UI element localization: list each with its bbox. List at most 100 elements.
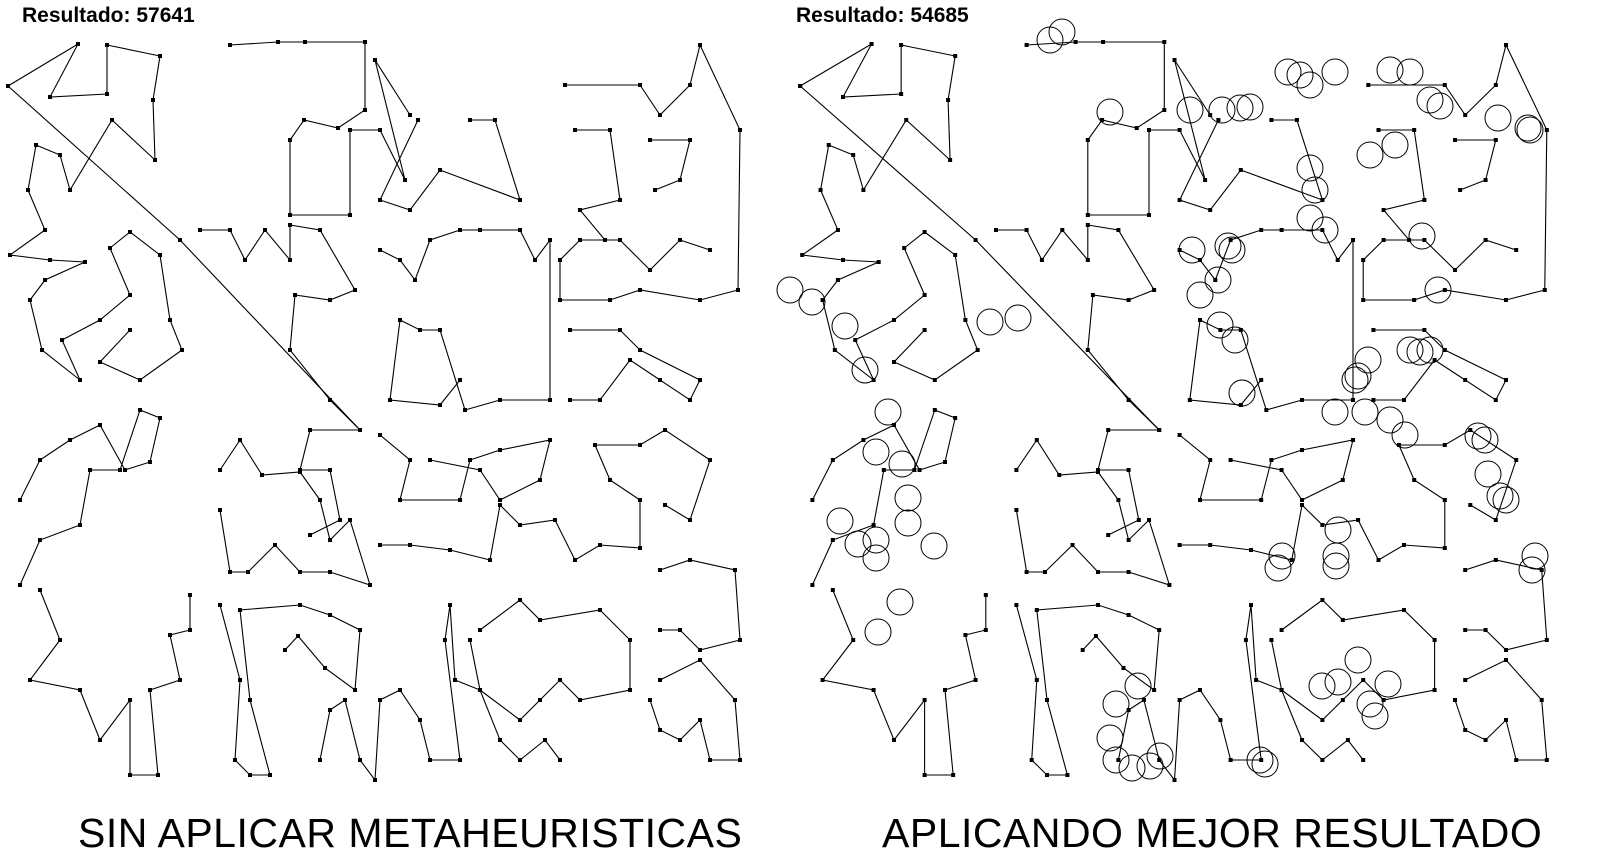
city-node	[478, 228, 482, 232]
city-node	[18, 583, 22, 587]
city-node	[548, 438, 552, 442]
tour-segment	[1026, 41, 1211, 216]
city-node	[228, 43, 232, 47]
city-node	[458, 498, 462, 502]
city-node	[1126, 708, 1131, 712]
city-node	[1177, 128, 1182, 132]
improvement-circle	[1396, 58, 1424, 86]
city-node	[1493, 398, 1498, 402]
improvement-circle	[1486, 482, 1514, 510]
tour-segment	[379, 434, 551, 501]
city-node	[453, 678, 457, 682]
left-result-label: Resultado: 57641	[22, 4, 195, 27]
improvement-circle	[1322, 552, 1350, 580]
city-node	[128, 328, 132, 332]
improvement-circle	[862, 526, 890, 554]
city-node	[428, 458, 432, 462]
tour-segment	[219, 438, 371, 586]
improvement-circle	[1221, 326, 1249, 354]
city-node	[188, 628, 192, 632]
city-node	[1453, 138, 1457, 142]
city-node	[78, 378, 82, 382]
city-node	[1096, 570, 1100, 574]
city-node	[138, 378, 142, 382]
city-node	[26, 188, 30, 192]
tour-segment	[29, 589, 191, 776]
improvement-circle	[1176, 96, 1204, 124]
city-node	[1335, 258, 1340, 262]
city-node	[1442, 348, 1447, 352]
city-node	[598, 543, 602, 547]
improvement-circle	[1236, 93, 1264, 121]
city-node	[853, 338, 858, 342]
city-node	[40, 348, 44, 352]
city-node	[1029, 758, 1034, 762]
improvement-circle	[1036, 26, 1064, 54]
city-node	[1289, 558, 1294, 562]
city-node	[922, 328, 927, 332]
improvement-circle	[1426, 92, 1454, 120]
city-node	[917, 468, 922, 472]
improvement-circle	[1354, 346, 1382, 374]
city-node	[358, 428, 362, 432]
tour-segment	[380, 429, 711, 561]
city-node	[618, 198, 622, 202]
city-node	[658, 728, 662, 732]
city-node	[1356, 518, 1361, 522]
city-node	[248, 698, 252, 702]
city-node	[1116, 498, 1121, 502]
city-node	[1177, 198, 1182, 202]
city-node	[168, 633, 172, 637]
city-node	[1371, 398, 1376, 402]
tour-segment	[996, 224, 1161, 536]
tour-segment	[650, 139, 691, 191]
improvement-circle	[1514, 114, 1542, 142]
city-node	[553, 518, 557, 522]
improvement-circle	[1416, 336, 1444, 364]
left-caption: SIN APLICAR METAHEURISTICAS	[78, 810, 743, 856]
city-node	[1463, 113, 1468, 117]
city-node	[1412, 298, 1417, 302]
city-node	[736, 288, 740, 292]
city-node	[1381, 238, 1386, 242]
city-node	[892, 423, 896, 427]
city-node	[448, 548, 452, 552]
tour-segment	[219, 604, 361, 776]
city-node	[1412, 478, 1417, 482]
city-node	[158, 253, 162, 257]
city-node	[733, 568, 737, 572]
city-node	[678, 238, 682, 242]
city-node	[128, 773, 132, 777]
city-node	[518, 718, 522, 722]
city-node	[1264, 408, 1269, 412]
city-node	[1432, 358, 1437, 362]
city-node	[118, 468, 122, 472]
improvement-circle	[1396, 336, 1424, 364]
city-node	[8, 253, 12, 257]
city-node	[876, 260, 881, 264]
city-node	[296, 634, 300, 638]
city-node	[698, 43, 702, 47]
improvement-circle	[1246, 746, 1274, 774]
city-node	[1300, 398, 1304, 402]
city-node	[1141, 698, 1146, 702]
city-node	[293, 293, 297, 297]
city-node	[1167, 583, 1172, 587]
city-node	[698, 298, 702, 302]
city-node	[1544, 638, 1549, 642]
tour-segment	[19, 409, 161, 586]
city-node	[1504, 658, 1508, 662]
improvement-circle	[1518, 556, 1546, 584]
city-node	[618, 328, 622, 332]
city-node	[953, 253, 958, 257]
city-node	[1213, 278, 1218, 282]
city-node	[538, 698, 542, 702]
city-node	[1320, 758, 1325, 762]
city-node	[922, 773, 927, 777]
city-node	[830, 538, 835, 542]
city-node	[1085, 223, 1090, 227]
city-node	[973, 238, 978, 242]
city-node	[363, 40, 367, 44]
city-node	[826, 143, 831, 147]
city-node	[38, 538, 42, 542]
